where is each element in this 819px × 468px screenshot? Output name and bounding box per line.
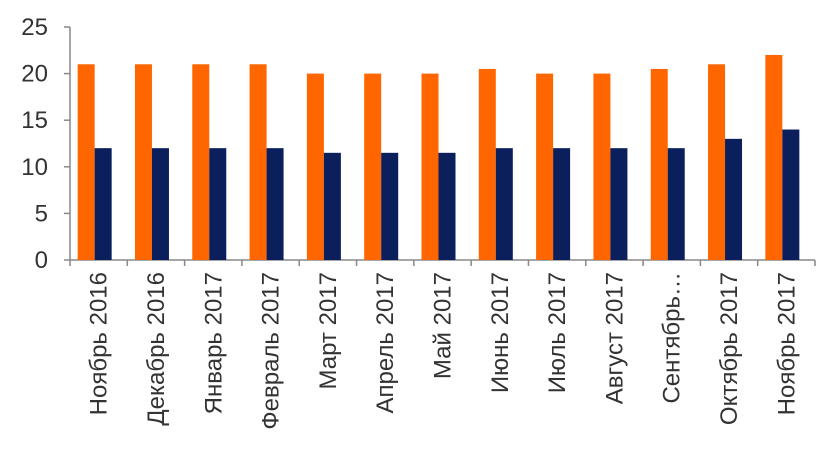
x-category-label: Июнь 2017 xyxy=(487,272,514,393)
bar-series1 xyxy=(421,73,439,260)
bar-series1 xyxy=(306,73,324,260)
x-category-label: Сентябрь… xyxy=(659,272,686,404)
bar-series2 xyxy=(725,138,743,260)
x-category-label: Декабрь 2016 xyxy=(143,272,170,426)
bar-series1 xyxy=(249,64,267,260)
bar-series2 xyxy=(495,148,513,260)
bar-series2 xyxy=(381,152,399,260)
x-category-label: Октябрь 2017 xyxy=(716,272,743,425)
bar-series2 xyxy=(553,148,571,260)
bar-series1 xyxy=(478,68,496,260)
bar-series1 xyxy=(192,64,210,260)
bar-series2 xyxy=(610,148,628,260)
bar-series1 xyxy=(364,73,382,260)
bar-series2 xyxy=(323,152,341,260)
bar-series1 xyxy=(593,73,611,260)
bar-series1 xyxy=(708,64,726,260)
y-tick-label: 0 xyxy=(35,247,48,274)
bar-series1 xyxy=(650,68,668,260)
x-category-label: Ноябрь 2016 xyxy=(86,272,113,415)
x-category-label: Ноябрь 2017 xyxy=(773,272,800,415)
bar-series1 xyxy=(134,64,152,260)
x-category-label: Февраль 2017 xyxy=(258,272,285,430)
y-tick-label: 5 xyxy=(35,200,48,227)
x-category-label: Март 2017 xyxy=(315,272,342,389)
x-category-label: Апрель 2017 xyxy=(372,272,399,413)
bar-series2 xyxy=(782,129,800,260)
bar-series2 xyxy=(94,148,112,260)
bar-series2 xyxy=(667,148,685,260)
bar-series1 xyxy=(77,64,95,260)
bar-series1 xyxy=(536,73,554,260)
y-tick-label: 20 xyxy=(21,61,48,88)
y-tick-label: 10 xyxy=(21,154,48,181)
bar-series2 xyxy=(209,148,227,260)
y-tick-label: 15 xyxy=(21,107,48,134)
bar-series2 xyxy=(438,152,456,260)
category-labels: Ноябрь 2016 Декабрь 2016 Январь 2017 Феврал… xyxy=(86,272,801,430)
x-category-label: Май 2017 xyxy=(430,272,457,379)
bar-series1 xyxy=(765,54,783,261)
bar-series2 xyxy=(266,148,284,260)
x-category-label: Январь 2017 xyxy=(200,272,227,414)
x-category-label: Июль 2017 xyxy=(544,272,571,393)
bars xyxy=(77,54,800,261)
y-tick-label: 25 xyxy=(21,14,48,41)
y-axis: 0 5 10 15 20 25 xyxy=(21,14,71,274)
x-axis xyxy=(69,259,816,266)
bar-series2 xyxy=(151,148,169,260)
x-category-label: Август 2017 xyxy=(601,272,628,404)
